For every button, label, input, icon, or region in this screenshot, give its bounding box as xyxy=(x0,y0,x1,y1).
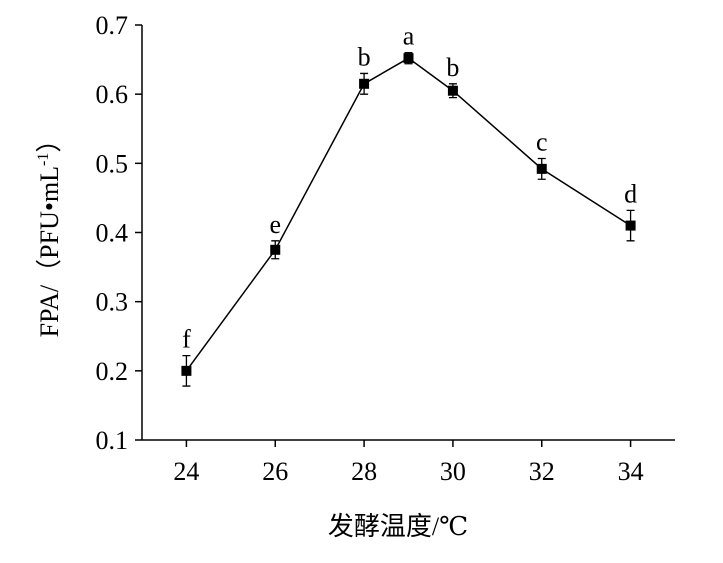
x-tick-label: 32 xyxy=(529,457,555,486)
y-tick-label: 0.1 xyxy=(96,426,129,455)
marker xyxy=(359,78,370,89)
marker xyxy=(447,85,458,96)
y-tick-label: 0.4 xyxy=(96,219,129,248)
annotation: d xyxy=(624,179,637,208)
marker xyxy=(536,163,547,174)
x-tick-label: 24 xyxy=(173,457,199,486)
annotation: a xyxy=(403,22,415,51)
y-axis-label: FPA/（PFU•mL-1） xyxy=(35,127,64,338)
y-tick-label: 0.5 xyxy=(96,149,129,178)
marker xyxy=(625,220,636,231)
annotation: c xyxy=(536,127,548,156)
annotation: b xyxy=(446,53,459,82)
x-tick-label: 28 xyxy=(351,457,377,486)
x-axis-label: 发酵温度/℃ xyxy=(328,512,468,541)
annotation: b xyxy=(358,42,371,71)
y-label-suffix: ） xyxy=(35,127,64,153)
line xyxy=(185,57,631,372)
y-tick-label: 0.7 xyxy=(96,11,129,40)
x-tick-label: 26 xyxy=(262,457,288,486)
y-label-text: FPA/（PFU•mL xyxy=(35,166,64,337)
y-tick-label: 0.3 xyxy=(96,288,129,317)
x-tick-label: 30 xyxy=(440,457,466,486)
annotation: e xyxy=(269,210,281,239)
y-label-superscript: -1 xyxy=(35,153,52,166)
marker xyxy=(181,365,192,376)
x-tick-label: 34 xyxy=(618,457,644,486)
marker xyxy=(270,244,281,255)
y-tick-label: 0.6 xyxy=(96,80,129,109)
y-tick-label: 0.2 xyxy=(96,357,129,386)
annotation: f xyxy=(182,325,191,354)
marker xyxy=(403,53,414,64)
